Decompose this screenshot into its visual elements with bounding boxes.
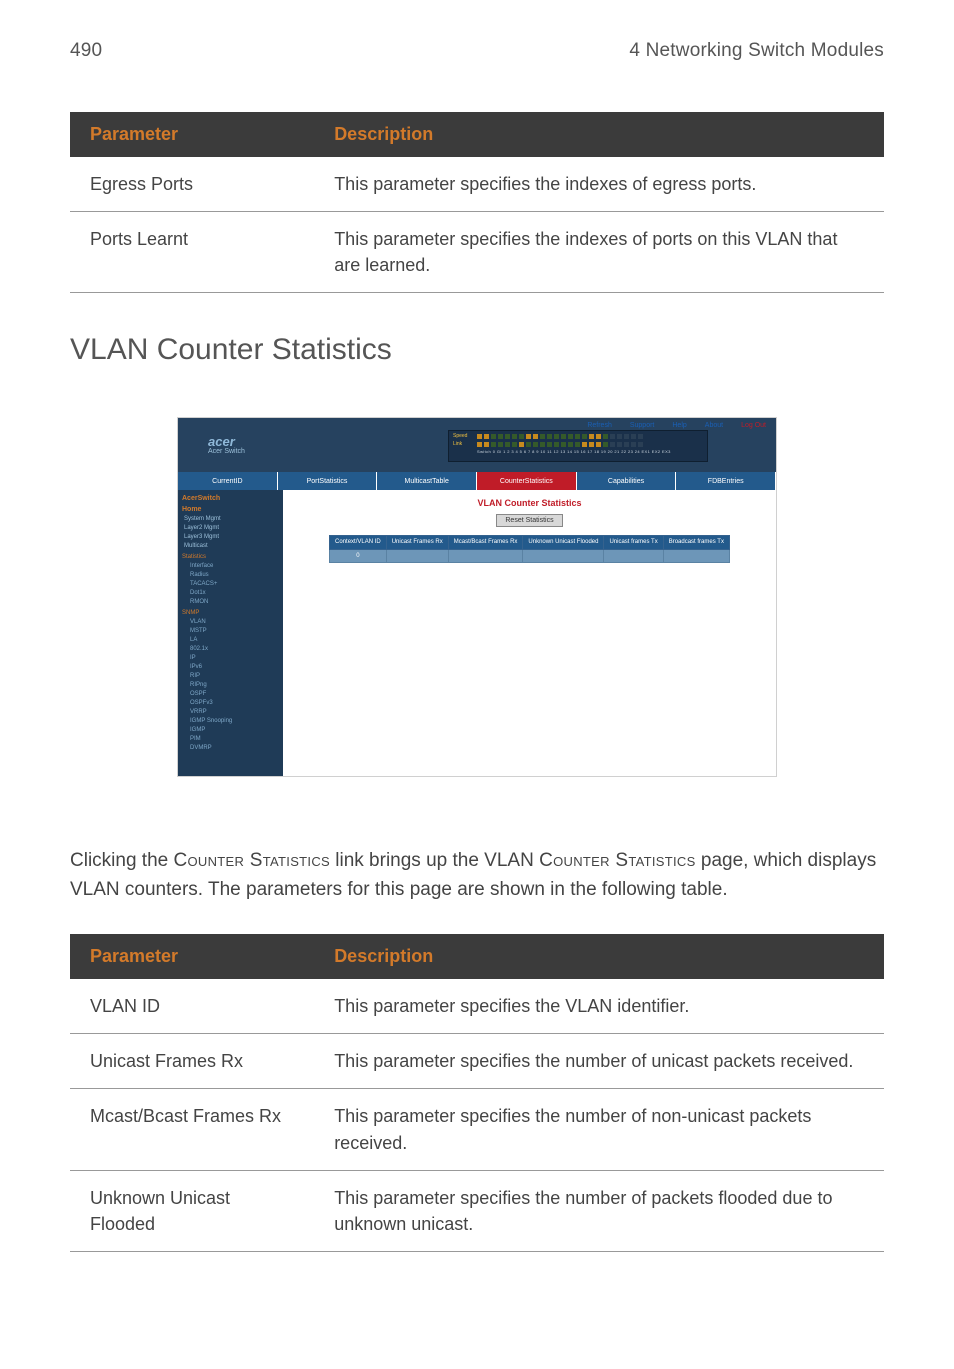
param-desc: This parameter specifies the number of n…	[314, 1089, 884, 1170]
column-header-description: Description	[314, 112, 884, 157]
help-link[interactable]: Help	[672, 422, 686, 429]
acer-logo: acer Acer Switch	[178, 435, 245, 455]
param-name: VLAN ID	[70, 979, 314, 1034]
sidebar-subitem[interactable]: PIM	[182, 735, 279, 744]
sidebar-subitem[interactable]: 802.1x	[182, 645, 279, 654]
ui-sidebar: AcerSwitch Home System Mgmt Layer2 Mgmt …	[178, 490, 283, 776]
tab-capabilities[interactable]: Capabilities	[577, 472, 677, 490]
vlan-counter-params-table: Parameter Description VLAN ID This param…	[70, 934, 884, 1252]
column-header-parameter: Parameter	[70, 934, 314, 979]
ui-main: VLAN Counter Statistics Reset Statistics…	[283, 490, 776, 776]
col-vlanid: Context/VLAN ID	[330, 536, 387, 550]
sidebar-item[interactable]: Home	[182, 505, 279, 516]
col-unknown: Unknown Unicast Flooded	[523, 536, 604, 550]
sidebar-item[interactable]: System Mgmt	[182, 515, 279, 524]
table-row: VLAN ID This parameter specifies the VLA…	[70, 979, 884, 1034]
vlan-counter-table: Context/VLAN ID Unicast Frames Rx Mcast/…	[329, 535, 730, 563]
ui-tabs: CurrentID PortStatistics MulticastTable …	[178, 472, 776, 490]
sidebar-group[interactable]: SNMP	[182, 609, 279, 618]
sidebar-group[interactable]: Statistics	[182, 553, 279, 562]
param-name: Unicast Frames Rx	[70, 1034, 314, 1089]
table-row: Unknown Unicast Flooded This parameter s…	[70, 1170, 884, 1251]
cell	[386, 550, 448, 563]
table-row: Unicast Frames Rx This parameter specifi…	[70, 1034, 884, 1089]
param-name: Unknown Unicast Flooded	[70, 1170, 314, 1251]
ui-topbar: acer Acer Switch Refresh Support Help Ab…	[178, 418, 776, 472]
tab-fdbentries[interactable]: FDBEntries	[676, 472, 776, 490]
about-link[interactable]: About	[705, 422, 723, 429]
ui-body: AcerSwitch Home System Mgmt Layer2 Mgmt …	[178, 490, 776, 776]
embedded-screenshot: acer Acer Switch Refresh Support Help Ab…	[70, 417, 884, 777]
sidebar-subitem[interactable]: Interface	[182, 562, 279, 571]
cell: 0	[330, 550, 387, 563]
col-unicastrx: Unicast Frames Rx	[386, 536, 448, 550]
table-row: Mcast/Bcast Frames Rx This parameter spe…	[70, 1089, 884, 1170]
param-desc: This parameter specifies the number of u…	[314, 1034, 884, 1089]
sidebar-subitem[interactable]: VRRP	[182, 708, 279, 717]
page-header: 490 4 Networking Switch Modules	[70, 40, 884, 62]
cell	[448, 550, 523, 563]
param-name: Egress Ports	[70, 157, 314, 212]
col-unicasttx: Unicast frames Tx	[604, 536, 663, 550]
chapter-title: 4 Networking Switch Modules	[629, 40, 884, 62]
acer-switch-ui: acer Acer Switch Refresh Support Help Ab…	[177, 417, 777, 777]
table-row: Egress Ports This parameter specifies th…	[70, 157, 884, 212]
sidebar-subitem[interactable]: Dot1x	[182, 589, 279, 598]
tab-portstatistics[interactable]: PortStatistics	[278, 472, 378, 490]
data-row: 0	[330, 550, 730, 563]
ui-topnav: Refresh Support Help About Log Out	[587, 422, 766, 429]
sidebar-subitem[interactable]: TACACS+	[182, 580, 279, 589]
cell	[523, 550, 604, 563]
sidebar-subitem[interactable]: MSTP	[182, 627, 279, 636]
tab-currentid[interactable]: CurrentID	[178, 472, 278, 490]
param-desc: This parameter specifies the indexes of …	[314, 212, 884, 293]
sidebar-subitem[interactable]: RIP	[182, 672, 279, 681]
counter-statistics-link: Counter Statistics	[174, 850, 330, 871]
vlan-counter-title: VLAN Counter Statistics	[293, 498, 766, 508]
column-header-parameter: Parameter	[70, 112, 314, 157]
sidebar-subitem[interactable]: LA	[182, 636, 279, 645]
sidebar-subitem[interactable]: IGMP	[182, 726, 279, 735]
sidebar-title: AcerSwitch	[182, 494, 279, 505]
page-number: 490	[70, 40, 102, 62]
param-desc: This parameter specifies the indexes of …	[314, 157, 884, 212]
sidebar-subitem[interactable]: DVMRP	[182, 744, 279, 753]
speed-label: Speed	[453, 433, 475, 439]
sidebar-item[interactable]: Multicast	[182, 542, 279, 551]
col-mcastrx: Mcast/Bcast Frames Rx	[448, 536, 523, 550]
tab-multicasttable[interactable]: MulticastTable	[377, 472, 477, 490]
sidebar-item[interactable]: Layer3 Mgmt	[182, 533, 279, 542]
cell	[663, 550, 729, 563]
port-numbers: Switch 0 Gi 1 2 3 4 5 6 7 8 9 10 11 12 1…	[477, 449, 703, 454]
sidebar-item[interactable]: Layer2 Mgmt	[182, 524, 279, 533]
col-bcasttx: Broadcast frames Tx	[663, 536, 729, 550]
sidebar-subitem[interactable]: IP	[182, 654, 279, 663]
logout-link[interactable]: Log Out	[741, 422, 766, 429]
param-name: Ports Learnt	[70, 212, 314, 293]
sidebar-subitem[interactable]: IPv6	[182, 663, 279, 672]
sidebar-subitem[interactable]: RIPng	[182, 681, 279, 690]
param-desc: This parameter specifies the number of p…	[314, 1170, 884, 1251]
tab-counterstatistics[interactable]: CounterStatistics	[477, 472, 577, 490]
section-title: VLAN Counter Statistics	[70, 333, 884, 367]
sidebar-subitem[interactable]: OSPFv3	[182, 699, 279, 708]
link-label: Link	[453, 441, 475, 447]
sidebar-subitem[interactable]: RMON	[182, 598, 279, 607]
port-led-panel: Speed Link Switch 0 Gi 1 2 3 4 5 6 7 8 9…	[448, 430, 708, 462]
column-header-description: Description	[314, 934, 884, 979]
sidebar-subitem[interactable]: Radius	[182, 571, 279, 580]
description-paragraph: Clicking the Counter Statistics link bri…	[70, 847, 884, 904]
sidebar-subitem[interactable]: IGMP Snooping	[182, 717, 279, 726]
param-desc: This parameter specifies the VLAN identi…	[314, 979, 884, 1034]
refresh-link[interactable]: Refresh	[587, 422, 612, 429]
sidebar-subitem[interactable]: OSPF	[182, 690, 279, 699]
egress-ports-table: Parameter Description Egress Ports This …	[70, 112, 884, 293]
reset-statistics-button[interactable]: Reset Statistics	[496, 514, 562, 527]
param-name: Mcast/Bcast Frames Rx	[70, 1089, 314, 1170]
support-link[interactable]: Support	[630, 422, 655, 429]
table-row: Ports Learnt This parameter specifies th…	[70, 212, 884, 293]
sidebar-subitem-vlan[interactable]: VLAN	[182, 618, 279, 627]
cell	[604, 550, 663, 563]
